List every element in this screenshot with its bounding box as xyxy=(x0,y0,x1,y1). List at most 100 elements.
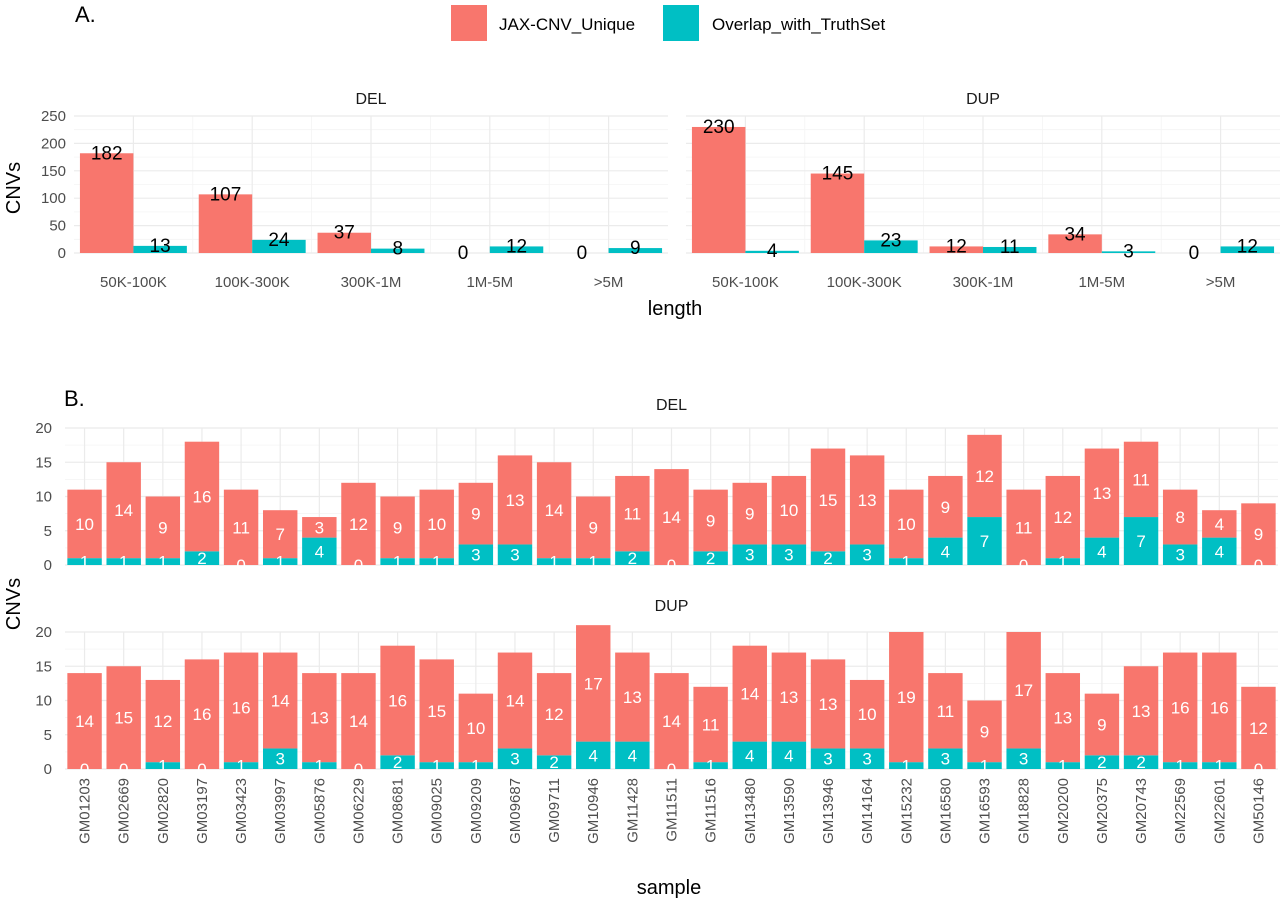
panel-b-del-y-tick-15: 15 xyxy=(35,454,52,471)
bar-dup-jax-cnv-unique-300k-1m xyxy=(929,246,983,253)
data-label-del-overlap-gm16593: 7 xyxy=(980,532,989,551)
panel-b-facet-del: 05101520DEL11011419216011174301219110393… xyxy=(35,397,1278,575)
data-label-dup-unique-gm13946: 13 xyxy=(819,695,838,714)
panel-b-x-tick-gm16580: GM16580 xyxy=(937,778,954,844)
panel-b-x-tick-gm09209: GM09209 xyxy=(468,778,485,844)
bar-dup-overlap-gm20743 xyxy=(1123,755,1159,769)
data-label-del-unique-gm16593: 12 xyxy=(975,467,994,486)
legend-key-unique xyxy=(451,5,487,41)
bar-del-unique-gm05876 xyxy=(302,517,337,538)
data-label-dup-unique-gm16580: 11 xyxy=(937,702,955,721)
panel-b-x-tick-gm13590: GM13590 xyxy=(781,778,798,844)
bar-dup-overlap-gm08681 xyxy=(380,755,415,769)
panel-a-y-tick-50: 50 xyxy=(49,218,66,235)
data-label-del-overlap-gm09687: 3 xyxy=(510,546,519,565)
data-label-dup-overlap-gm14164: 3 xyxy=(862,750,871,769)
panel-b-x-tick-gm03997: GM03997 xyxy=(272,778,289,844)
legend: JAX-CNV_Unique Overlap_with_TruthSet xyxy=(451,5,886,41)
data-label-dup-jax-cnv-unique-300k-1m: 12 xyxy=(946,236,967,257)
panel-b-x-tick-gm02669: GM02669 xyxy=(116,778,133,844)
data-label-del-overlap-gm11516: 2 xyxy=(706,549,715,568)
panel-a-x-tick-100k-300k: 100K-300K xyxy=(827,274,902,291)
panel-b-x-tick-gm15232: GM15232 xyxy=(898,778,915,844)
bar-dup-unique-gm15232 xyxy=(889,632,924,763)
bar-del-unique-gm20200 xyxy=(1045,475,1081,559)
bar-dup-overlap-gm16580 xyxy=(928,748,963,769)
data-label-dup-unique-gm02820: 12 xyxy=(153,712,172,731)
data-label-dup-jax-cnv-unique-5m: 0 xyxy=(1189,243,1200,264)
panel-a-x-tick-1m-5m: 1M-5M xyxy=(1078,274,1125,291)
data-label-dup-unique-gm18828: 17 xyxy=(1014,681,1033,700)
panel-a-chart: DEL 182 13 50K-100K 107 24 100K-300K 37 8 300K-1M… xyxy=(3,91,1280,320)
data-label-dup-unique-gm03997: 14 xyxy=(271,692,290,711)
panel-b-x-tick-gm22569: GM22569 xyxy=(1172,778,1189,844)
data-label-dup-jax-cnv-unique-50k-100k: 230 xyxy=(703,117,735,138)
data-label-dup-overlap-with-truthset-50k-100k: 4 xyxy=(767,241,778,262)
bar-del-unique-gm13946 xyxy=(810,448,846,552)
bar-dup-overlap-gm15232 xyxy=(889,762,924,769)
data-label-del-unique-gm11516: 9 xyxy=(706,511,715,530)
bar-dup-unique-gm50146 xyxy=(1241,686,1276,769)
bar-dup-jax-cnv-unique-1m-5m xyxy=(1048,234,1102,253)
bar-dup-unique-gm20375 xyxy=(1084,693,1120,756)
data-label-dup-unique-gm13590: 13 xyxy=(779,688,798,707)
data-label-del-jax-cnv-unique-1m-5m: 0 xyxy=(458,243,469,264)
data-label-del-overlap-with-truthset-300k-1m: 8 xyxy=(392,239,403,260)
bar-del-overlap-with-truthset-300k-1m xyxy=(371,248,425,253)
data-label-del-unique-gm20200: 12 xyxy=(1053,508,1072,527)
bar-dup-unique-gm02820 xyxy=(145,679,181,763)
bar-dup-overlap-with-truthset-300k-1m xyxy=(983,246,1037,253)
data-label-dup-overlap-gm13590: 4 xyxy=(784,746,793,765)
bar-dup-unique-gm22569 xyxy=(1162,652,1198,763)
bar-dup-overlap-gm16593 xyxy=(967,762,1002,769)
panel-a-x-tick-1m-5m: 1M-5M xyxy=(466,274,513,291)
panel-b-x-tick-gm20743: GM20743 xyxy=(1133,778,1150,844)
panel-a-y-tick-150: 150 xyxy=(41,163,66,180)
data-label-dup-unique-gm08681: 16 xyxy=(388,692,407,711)
data-label-del-unique-gm22569: 8 xyxy=(1175,508,1184,527)
bar-dup-overlap-gm13946 xyxy=(810,748,846,769)
data-label-del-overlap-gm09209: 3 xyxy=(471,546,480,565)
data-label-dup-overlap-gm11428: 4 xyxy=(628,746,637,765)
data-label-dup-overlap-with-truthset-100k-300k: 23 xyxy=(880,230,901,251)
data-label-del-unique-gm09711: 14 xyxy=(545,501,564,520)
panel-b-x-tick-gm02820: GM02820 xyxy=(155,778,172,844)
bar-dup-unique-gm03423 xyxy=(223,652,259,763)
bar-del-overlap-gm03197 xyxy=(184,551,220,565)
data-label-del-overlap-gm10946: 1 xyxy=(589,553,598,572)
data-label-del-overlap-gm16580: 4 xyxy=(941,542,950,561)
legend-label-unique: JAX-CNV_Unique xyxy=(499,15,635,34)
bar-dup-unique-gm09687 xyxy=(497,652,533,749)
bar-del-overlap-gm09711 xyxy=(536,558,572,565)
data-label-dup-overlap-gm11511: 0 xyxy=(667,760,676,779)
bar-del-overlap-gm20743 xyxy=(1123,517,1159,565)
data-label-dup-unique-gm13480: 14 xyxy=(740,685,759,704)
bar-del-unique-gm13590 xyxy=(771,475,807,545)
bar-dup-overlap-gm22601 xyxy=(1202,762,1237,769)
bar-dup-overlap-with-truthset-5m xyxy=(1220,246,1275,253)
data-label-del-unique-gm22601: 4 xyxy=(1215,515,1224,534)
data-label-del-jax-cnv-unique-100k-300k: 107 xyxy=(210,184,242,205)
bar-del-unique-gm13480 xyxy=(732,482,767,545)
panel-b-del-y-tick-5: 5 xyxy=(44,523,52,540)
data-label-del-unique-gm06229: 12 xyxy=(349,515,368,534)
panel-b-del-y-tick-20: 20 xyxy=(35,420,52,437)
bar-del-unique-gm09711 xyxy=(536,462,572,559)
panel-b-x-tick-gm50146: GM50146 xyxy=(1250,778,1267,844)
data-label-del-overlap-with-truthset-100k-300k: 24 xyxy=(268,230,290,251)
panel-b-x-tick-gm09687: GM09687 xyxy=(507,778,524,844)
panel-label-a: A. xyxy=(75,2,96,27)
bar-dup-overlap-gm03997 xyxy=(262,748,298,769)
panel-b-x-tick-gm22601: GM22601 xyxy=(1211,778,1228,844)
bar-del-unique-gm06229 xyxy=(341,482,376,565)
data-label-del-unique-gm11511: 14 xyxy=(662,508,681,527)
data-label-del-overlap-gm22569: 3 xyxy=(1175,546,1184,565)
data-label-del-overlap-gm02669: 1 xyxy=(119,553,128,572)
bar-del-unique-gm08681 xyxy=(380,496,415,559)
bar-dup-unique-gm13946 xyxy=(810,659,846,749)
bar-del-overlap-gm03997 xyxy=(262,558,298,565)
bar-del-overlap-gm01203 xyxy=(67,558,102,565)
panel-b-facet-dup: 05101520DUP01401511201611631411301421611… xyxy=(35,598,1278,779)
data-label-del-overlap-with-truthset-5m: 9 xyxy=(630,238,641,259)
panel-b-dup-y-tick-5: 5 xyxy=(44,727,52,744)
